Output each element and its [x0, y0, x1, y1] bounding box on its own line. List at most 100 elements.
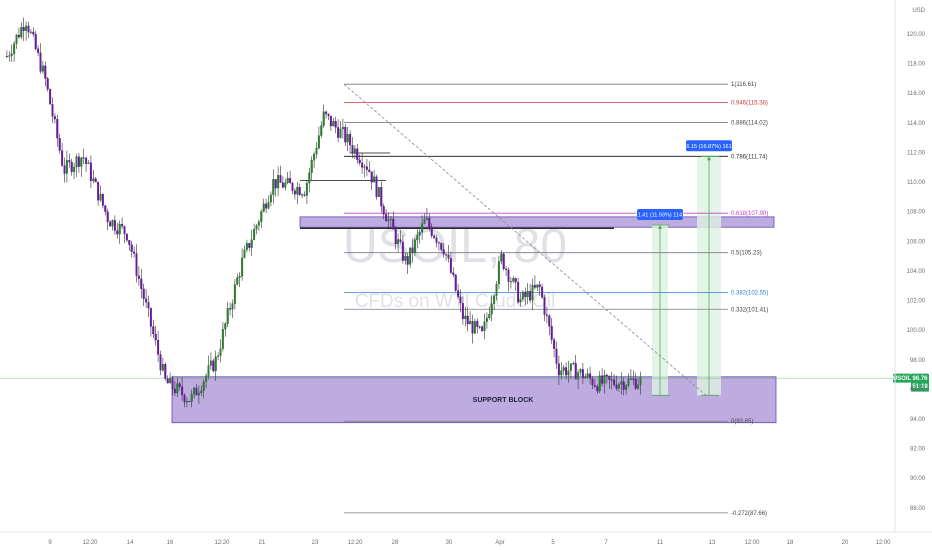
candle-down	[437, 242, 440, 244]
candle-up	[639, 376, 642, 385]
candle-up	[509, 281, 512, 283]
candle-down	[548, 315, 551, 327]
candle-up	[521, 291, 524, 300]
candle-up	[286, 178, 289, 183]
candle-down	[159, 354, 162, 371]
candle-down	[121, 223, 124, 227]
candle-up	[185, 401, 188, 403]
x-tick-label: 12:20	[214, 540, 230, 546]
y-tick-label: 96.00	[910, 387, 926, 393]
candle-down	[82, 157, 85, 159]
candle-up	[617, 384, 620, 389]
candle-up	[373, 176, 376, 183]
candle-up	[536, 284, 539, 288]
candle-up	[493, 295, 496, 304]
candle-down	[365, 166, 368, 170]
y-tick-label: 116.00	[907, 91, 926, 97]
candle-down	[178, 383, 181, 387]
candle-up	[260, 211, 263, 222]
candle-down	[605, 374, 608, 377]
candle-up	[207, 365, 210, 376]
price-badge-value: 96.76	[912, 376, 928, 382]
candle-up	[190, 394, 193, 402]
candle-down	[329, 115, 332, 127]
candle-up	[413, 239, 416, 253]
candle-down	[61, 150, 64, 166]
candle-down	[32, 31, 35, 35]
time-axis[interactable]: 9 12:20 14 16 12:20 21 23 12:20 28 30 Apr 5 7 11 13 12:…	[0, 531, 932, 546]
candle-up	[418, 232, 421, 236]
candle-up	[161, 364, 164, 371]
candle-down	[428, 218, 431, 228]
candle-down	[478, 326, 481, 328]
candle-down	[140, 278, 143, 289]
y-tick-label: 112.00	[907, 150, 926, 156]
candle-up	[567, 370, 570, 376]
symbol-badge-label: USOIL	[893, 376, 912, 382]
candle-down	[113, 220, 116, 231]
candle-up	[15, 34, 18, 44]
candle-up	[65, 160, 68, 174]
candle-down	[555, 348, 558, 364]
x-tick-label: 18	[787, 540, 794, 546]
candle-down	[461, 302, 464, 320]
candle-up	[577, 372, 580, 380]
candle-up	[224, 323, 227, 330]
candle-up	[10, 53, 13, 56]
candle-up	[243, 249, 246, 258]
fib-level-label: 0.382(102.55)	[731, 290, 768, 296]
candle-up	[317, 135, 320, 149]
candle-up	[29, 31, 32, 33]
candle-down	[596, 386, 599, 392]
candle-down	[358, 159, 361, 164]
y-tick-label: 90.00	[910, 476, 926, 482]
candle-down	[545, 314, 548, 316]
candle-up	[200, 390, 203, 394]
candle-up	[497, 261, 500, 285]
candle-down	[157, 340, 160, 355]
x-tick-label: 30	[446, 540, 453, 546]
candle-down	[149, 308, 152, 327]
fib-level-label: 0.786(111.74)	[731, 154, 767, 160]
candle-down	[22, 27, 25, 31]
candle-down	[248, 243, 251, 248]
candle-down	[274, 179, 277, 189]
candle-up	[226, 308, 229, 324]
candle-down	[49, 89, 52, 105]
candle-down	[229, 308, 232, 310]
candle-down	[591, 378, 594, 386]
candle-down	[533, 284, 536, 288]
measure-arrow-head	[707, 156, 711, 161]
candle-up	[409, 247, 412, 265]
candle-down	[442, 249, 445, 255]
candle-down	[589, 373, 592, 379]
measure-arrow-head	[658, 225, 662, 230]
support-block-label: SUPPORT BLOCK	[473, 397, 534, 404]
candle-down	[147, 302, 150, 309]
x-tick-label: 7	[604, 540, 608, 546]
candle-down	[265, 203, 268, 209]
candle-up	[308, 172, 311, 184]
fib-level-label: 0.332(101.41)	[731, 307, 768, 313]
candle-down	[77, 156, 80, 167]
x-tick-label: 13	[709, 540, 716, 546]
candle-down	[106, 211, 109, 222]
candle-up	[423, 219, 426, 224]
candle-up	[473, 321, 476, 334]
candle-down	[181, 386, 184, 396]
candle-down	[70, 161, 73, 173]
candle-up	[197, 392, 200, 396]
candle-down	[46, 78, 49, 90]
candle-down	[466, 315, 469, 325]
candle-down	[481, 326, 484, 332]
candle-down	[164, 364, 167, 379]
candle-up	[531, 284, 534, 301]
price-axis[interactable]: USD 120.00 118.00 116.00 114.00 112.00 110.00…	[894, 0, 926, 532]
x-tick-label: 21	[259, 540, 266, 546]
candle-down	[37, 48, 40, 53]
candle-up	[267, 202, 270, 209]
candle-down	[44, 65, 47, 79]
y-tick-label: 92.00	[910, 447, 926, 453]
candle-down	[183, 394, 186, 403]
